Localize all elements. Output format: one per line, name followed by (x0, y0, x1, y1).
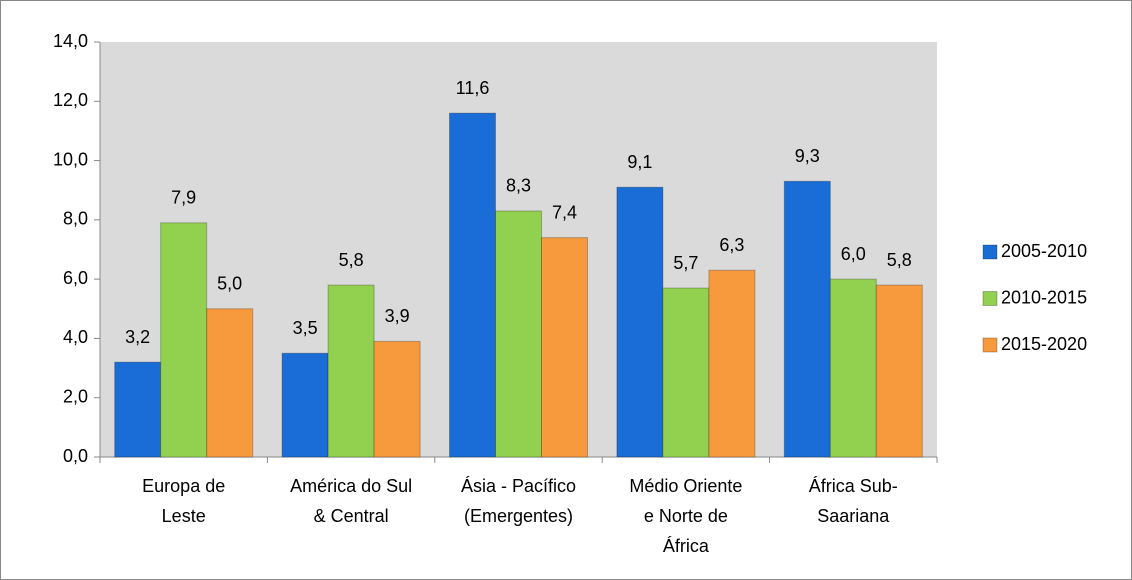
bar (373, 340, 421, 458)
data-label: 8,3 (506, 176, 531, 196)
bar (616, 186, 664, 458)
x-tick-label: América do Sul & Central (290, 476, 412, 526)
x-tick-label: África Sub-Saariana (809, 476, 898, 526)
bar (281, 352, 329, 458)
y-tick-label: 6,0 (63, 268, 88, 288)
y-tick-label: 14,0 (53, 31, 88, 51)
x-tick-label: Ásia - Pacífico (Emergentes) (461, 476, 576, 526)
bar (114, 361, 162, 458)
y-tick-label: 4,0 (63, 327, 88, 347)
y-tick-label: 10,0 (53, 149, 88, 169)
bar (327, 284, 375, 458)
x-tick-label: Médio Oriente e Norte de África (629, 476, 742, 556)
legend-label: 2010-2015 (1001, 287, 1087, 307)
data-label: 5,8 (887, 250, 912, 270)
data-label: 3,2 (125, 327, 150, 347)
bar (206, 308, 254, 458)
bar (708, 269, 756, 458)
data-label: 7,4 (552, 202, 577, 222)
y-tick-label: 2,0 (63, 386, 88, 406)
legend-swatch (982, 291, 998, 306)
data-label: 5,8 (339, 250, 364, 270)
legend-label: 2015-2020 (1001, 334, 1087, 354)
bar (160, 222, 208, 458)
x-tick-label: Europa de Leste (142, 476, 225, 526)
legend-label: 2005-2010 (1001, 241, 1087, 261)
data-label: 3,5 (293, 318, 318, 338)
bar (449, 112, 496, 458)
bar (541, 237, 588, 458)
data-label: 5,0 (217, 274, 242, 294)
legend-swatch (982, 244, 998, 260)
bar (495, 210, 542, 458)
data-label: 6,0 (841, 244, 866, 264)
data-label: 11,6 (456, 78, 490, 98)
bar (783, 180, 831, 458)
data-label: 5,7 (673, 253, 698, 273)
bar (875, 284, 923, 458)
bar (829, 278, 877, 458)
y-tick-label: 8,0 (63, 209, 88, 229)
data-label: 6,3 (719, 235, 744, 255)
data-label: 3,9 (385, 306, 410, 326)
y-tick-label: 12,0 (53, 90, 88, 110)
y-tick-label: 0,0 (63, 446, 88, 466)
legend-swatch (982, 337, 998, 353)
data-label: 7,9 (171, 188, 196, 208)
data-label: 9,3 (795, 146, 820, 166)
bar (662, 287, 710, 458)
data-label: 9,1 (627, 152, 652, 172)
